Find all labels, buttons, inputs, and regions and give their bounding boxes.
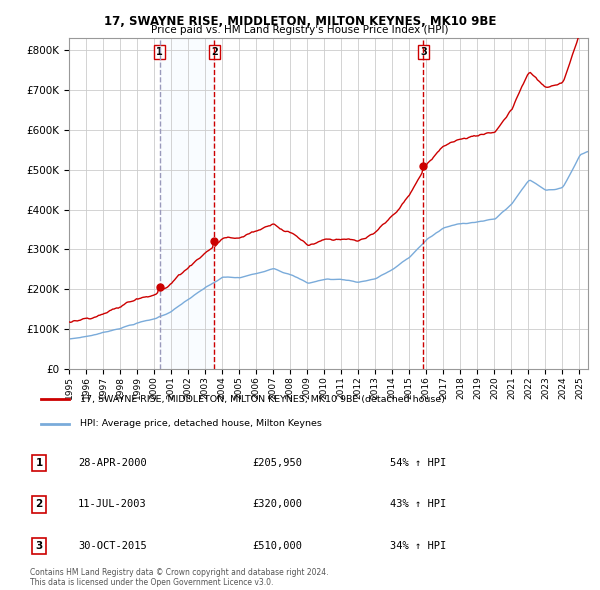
Text: Contains HM Land Registry data © Crown copyright and database right 2024.: Contains HM Land Registry data © Crown c… [30,568,329,577]
Text: 54% ↑ HPI: 54% ↑ HPI [390,458,446,468]
Text: 28-APR-2000: 28-APR-2000 [78,458,147,468]
Text: 1: 1 [157,47,163,57]
Text: This data is licensed under the Open Government Licence v3.0.: This data is licensed under the Open Gov… [30,578,274,587]
Text: 11-JUL-2003: 11-JUL-2003 [78,500,147,509]
Text: Price paid vs. HM Land Registry's House Price Index (HPI): Price paid vs. HM Land Registry's House … [151,25,449,35]
Bar [160,38,214,369]
Text: 3: 3 [35,541,43,550]
Text: 2: 2 [211,47,218,57]
Text: 2: 2 [35,500,43,509]
Text: 17, SWAYNE RISE, MIDDLETON, MILTON KEYNES, MK10 9BE (detached house): 17, SWAYNE RISE, MIDDLETON, MILTON KEYNE… [80,395,445,404]
Text: 17, SWAYNE RISE, MIDDLETON, MILTON KEYNES, MK10 9BE: 17, SWAYNE RISE, MIDDLETON, MILTON KEYNE… [104,15,496,28]
Text: 43% ↑ HPI: 43% ↑ HPI [390,500,446,509]
Text: 1: 1 [35,458,43,468]
Text: £205,950: £205,950 [252,458,302,468]
Text: 34% ↑ HPI: 34% ↑ HPI [390,541,446,550]
Text: 30-OCT-2015: 30-OCT-2015 [78,541,147,550]
Text: 3: 3 [420,47,427,57]
Text: £510,000: £510,000 [252,541,302,550]
Text: HPI: Average price, detached house, Milton Keynes: HPI: Average price, detached house, Milt… [80,419,322,428]
Text: £320,000: £320,000 [252,500,302,509]
